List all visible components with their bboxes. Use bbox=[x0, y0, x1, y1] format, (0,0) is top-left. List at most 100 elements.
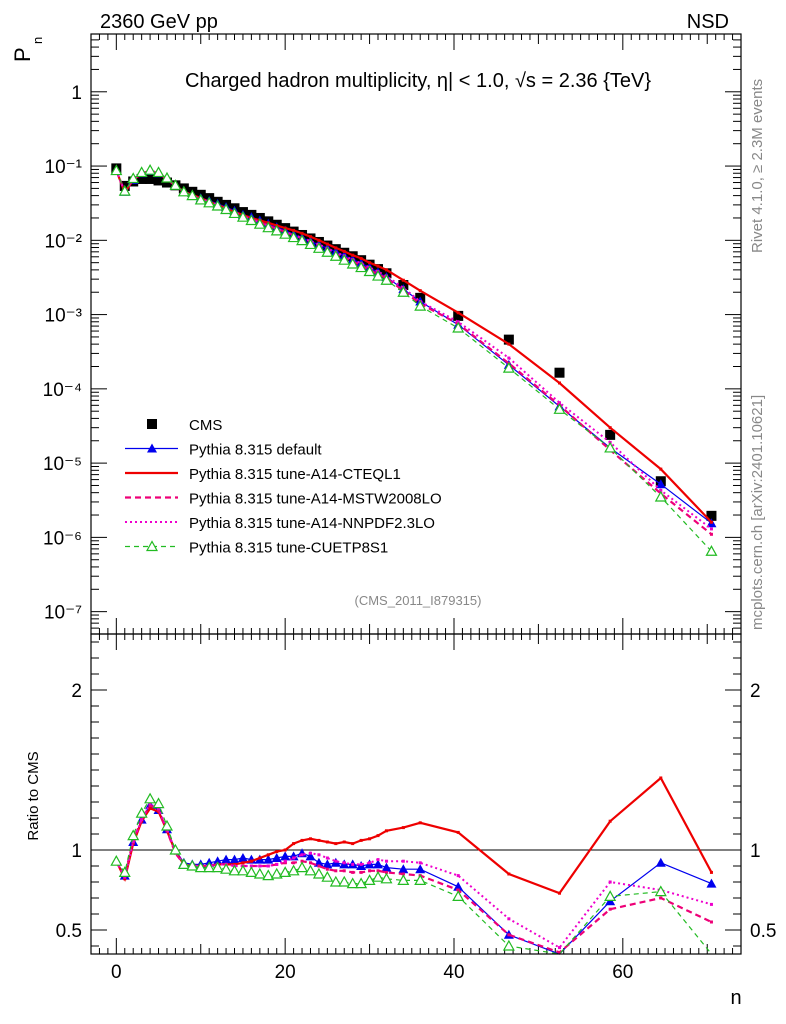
ratio-point-pythia-8-315-tune-a14-nnpdf2-3lo bbox=[401, 859, 405, 863]
ratio-point-pythia-8-315-tune-a14-nnpdf2-3lo bbox=[258, 864, 262, 868]
top-point-cms bbox=[503, 334, 514, 345]
legend: CMS Pythia 8.315 default Pythia 8.315 tune… bbox=[125, 417, 442, 557]
ratio-point-pythia-8-315-tune-a14-mstw2008lo bbox=[608, 907, 612, 911]
top-point-pythia-8-315-tune-a14-nnpdf2-3lo bbox=[507, 356, 511, 360]
ratio-point-pythia-8-315-tune-a14-cteql1 bbox=[384, 829, 388, 833]
ratio-point-pythia-8-315-tune-a14-mstw2008lo bbox=[456, 888, 460, 892]
ratio-point-pythia-8-315-tune-cuetp8s1 bbox=[321, 870, 334, 882]
ratio-point-pythia-8-315-tune-a14-mstw2008lo bbox=[709, 920, 713, 924]
bottom-y-tick-label-left: 0.5 bbox=[56, 921, 82, 942]
ratio-point-pythia-8-315-tune-a14-mstw2008lo bbox=[351, 870, 355, 874]
top-y-axis-label: P bbox=[10, 47, 35, 62]
top-series-layer bbox=[110, 163, 718, 556]
ratio-point-pythia-8-315-tune-a14-nnpdf2-3lo bbox=[317, 853, 321, 857]
ratio-point-pythia-8-315-tune-a14-cteql1 bbox=[266, 853, 270, 857]
top-point-pythia-8-315-tune-cuetp8s1 bbox=[127, 172, 140, 184]
top-point-pythia-8-315-tune-cuetp8s1 bbox=[135, 166, 148, 178]
top-point-pythia-8-315-tune-cuetp8s1 bbox=[654, 490, 667, 502]
top-point-pythia-8-315-tune-a14-cteql1 bbox=[317, 238, 321, 242]
ratio-point-pythia-8-315-tune-cuetp8s1 bbox=[371, 870, 385, 882]
ratio-point-pythia-8-315-default bbox=[212, 856, 223, 866]
analysis-id: (CMS_2011_I879315) bbox=[355, 593, 482, 608]
top-point-pythia-8-315-tune-cuetp8s1 bbox=[380, 274, 393, 285]
top-point-pythia-8-315-tune-a14-nnpdf2-3lo bbox=[558, 401, 562, 405]
plot-title: Charged hadron multiplicity, η| < 1.0, √… bbox=[185, 70, 651, 92]
ratio-point-pythia-8-315-tune-cuetp8s1 bbox=[186, 859, 199, 871]
ratio-point-pythia-8-315-tune-a14-cteql1 bbox=[659, 776, 663, 780]
top-point-pythia-8-315-tune-a14-cteql1 bbox=[401, 278, 405, 282]
ratio-point-pythia-8-315-tune-a14-mstw2008lo bbox=[292, 861, 296, 865]
ratio-point-pythia-8-315-tune-a14-nnpdf2-3lo bbox=[266, 864, 270, 868]
legend-label-pythia-8-315-tune-a14-mstw2008lo: Pythia 8.315 tune-A14-MSTW2008LO bbox=[189, 491, 442, 508]
top-point-pythia-8-315-tune-cuetp8s1 bbox=[329, 250, 342, 261]
ratio-point-pythia-8-315-tune-cuetp8s1 bbox=[253, 867, 266, 879]
ratio-point-pythia-8-315-tune-cuetp8s1 bbox=[110, 854, 123, 866]
ratio-point-pythia-8-315-tune-a14-cteql1 bbox=[359, 838, 363, 842]
ratio-point-pythia-8-315-tune-a14-mstw2008lo bbox=[308, 861, 312, 865]
legend-marker-pythia-8-315-tune-cuetp8s1 bbox=[145, 540, 159, 552]
top-point-cms bbox=[153, 175, 164, 186]
ratio-point-pythia-8-315-tune-cuetp8s1 bbox=[262, 869, 275, 881]
ratio-point-pythia-8-315-tune-a14-nnpdf2-3lo bbox=[342, 861, 346, 865]
bottom-y-tick-label-left: 2 bbox=[71, 681, 82, 702]
top-y-tick-label: 1 bbox=[71, 83, 82, 104]
ratio-point-pythia-8-315-tune-a14-cteql1 bbox=[376, 834, 380, 838]
top-point-pythia-8-315-tune-a14-cteql1 bbox=[359, 256, 363, 260]
ratio-point-pythia-8-315-tune-cuetp8s1 bbox=[452, 890, 465, 902]
ratio-point-pythia-8-315-tune-a14-nnpdf2-3lo bbox=[157, 806, 161, 810]
ratio-point-pythia-8-315-default bbox=[263, 854, 274, 864]
top-y-tick-label: 10⁻¹ bbox=[45, 157, 83, 178]
top-point-pythia-8-315-tune-cuetp8s1 bbox=[371, 269, 385, 281]
top-point-cms bbox=[453, 310, 464, 321]
top-point-pythia-8-315-tune-cuetp8s1 bbox=[338, 253, 351, 265]
top-point-pythia-8-315-tune-a14-cteql1 bbox=[384, 268, 388, 272]
top-point-pythia-8-315-tune-cuetp8s1 bbox=[245, 214, 258, 226]
top-point-pythia-8-315-tune-cuetp8s1 bbox=[270, 224, 283, 236]
ratio-point-pythia-8-315-tune-a14-mstw2008lo bbox=[300, 859, 304, 863]
ratio-point-pythia-8-315-tune-a14-mstw2008lo bbox=[558, 950, 562, 954]
top-point-pythia-8-315-tune-a14-cteql1 bbox=[418, 289, 422, 293]
ratio-point-pythia-8-315-tune-a14-mstw2008lo bbox=[359, 870, 363, 874]
x-tick-label: 60 bbox=[612, 962, 633, 983]
top-point-pythia-8-315-tune-cuetp8s1 bbox=[228, 207, 241, 219]
ratio-point-pythia-8-315-tune-cuetp8s1 bbox=[654, 885, 667, 897]
ratio-point-pythia-8-315-tune-a14-nnpdf2-3lo bbox=[283, 859, 287, 863]
ratio-point-pythia-8-315-tune-a14-cteql1 bbox=[325, 840, 329, 844]
top-point-pythia-8-315-tune-cuetp8s1 bbox=[287, 231, 300, 243]
ratio-point-pythia-8-315-tune-cuetp8s1 bbox=[118, 866, 131, 878]
legend-label-cms: CMS bbox=[189, 417, 222, 434]
ratio-point-pythia-8-315-tune-a14-cteql1 bbox=[300, 838, 304, 842]
ratio-point-pythia-8-315-tune-a14-cteql1 bbox=[334, 842, 338, 846]
top-y-tick-label: 10⁻⁷ bbox=[44, 603, 82, 624]
top-point-pythia-8-315-tune-cuetp8s1 bbox=[203, 196, 216, 208]
x-axis-label: n bbox=[730, 987, 741, 1009]
top-point-pythia-8-315-tune-a14-cteql1 bbox=[709, 520, 713, 524]
ratio-point-pythia-8-315-tune-cuetp8s1 bbox=[152, 797, 165, 809]
legend-label-pythia-8-315-tune-a14-nnpdf2-3lo: Pythia 8.315 tune-A14-NNPDF2.3LO bbox=[189, 515, 435, 532]
top-point-pythia-8-315-tune-cuetp8s1 bbox=[220, 203, 233, 215]
legend-marker-pythia-8-315-default bbox=[147, 443, 157, 453]
ratio-point-pythia-8-315-tune-cuetp8s1 bbox=[414, 874, 427, 886]
top-point-pythia-8-315-tune-cuetp8s1 bbox=[262, 221, 275, 233]
top-point-pythia-8-315-tune-a14-cteql1 bbox=[558, 381, 562, 385]
ratio-point-pythia-8-315-default bbox=[706, 878, 717, 888]
ratio-point-pythia-8-315-tune-a14-cteql1 bbox=[456, 830, 460, 834]
bottom-panel-frame bbox=[90, 633, 742, 955]
top-point-pythia-8-315-tune-cuetp8s1 bbox=[169, 179, 182, 190]
ratio-point-pythia-8-315-tune-a14-cteql1 bbox=[507, 872, 511, 876]
ratio-point-pythia-8-315-tune-a14-mstw2008lo bbox=[325, 867, 329, 871]
bottom-y-tick-label-right: 1 bbox=[750, 841, 761, 862]
ratio-point-pythia-8-315-tune-cuetp8s1 bbox=[312, 867, 325, 879]
ratio-point-pythia-8-315-tune-cuetp8s1 bbox=[287, 864, 300, 876]
ratio-point-pythia-8-315-tune-a14-nnpdf2-3lo bbox=[384, 859, 388, 863]
top-point-pythia-8-315-tune-a14-cteql1 bbox=[368, 261, 372, 265]
top-point-pythia-8-315-tune-cuetp8s1 bbox=[705, 545, 718, 556]
top-point-pythia-8-315-tune-a14-cteql1 bbox=[300, 231, 304, 235]
ratio-point-pythia-8-315-tune-a14-mstw2008lo bbox=[401, 872, 405, 876]
legend-marker-cms bbox=[147, 419, 157, 429]
legend-label-pythia-8-315-tune-a14-cteql1: Pythia 8.315 tune-A14-CTEQL1 bbox=[189, 466, 401, 483]
ratio-point-pythia-8-315-tune-a14-cteql1 bbox=[258, 856, 262, 860]
ratio-point-pythia-8-315-tune-a14-nnpdf2-3lo bbox=[292, 856, 296, 860]
ratio-point-pythia-8-315-tune-cuetp8s1 bbox=[203, 861, 216, 873]
ratio-point-pythia-8-315-tune-a14-mstw2008lo bbox=[376, 869, 380, 873]
